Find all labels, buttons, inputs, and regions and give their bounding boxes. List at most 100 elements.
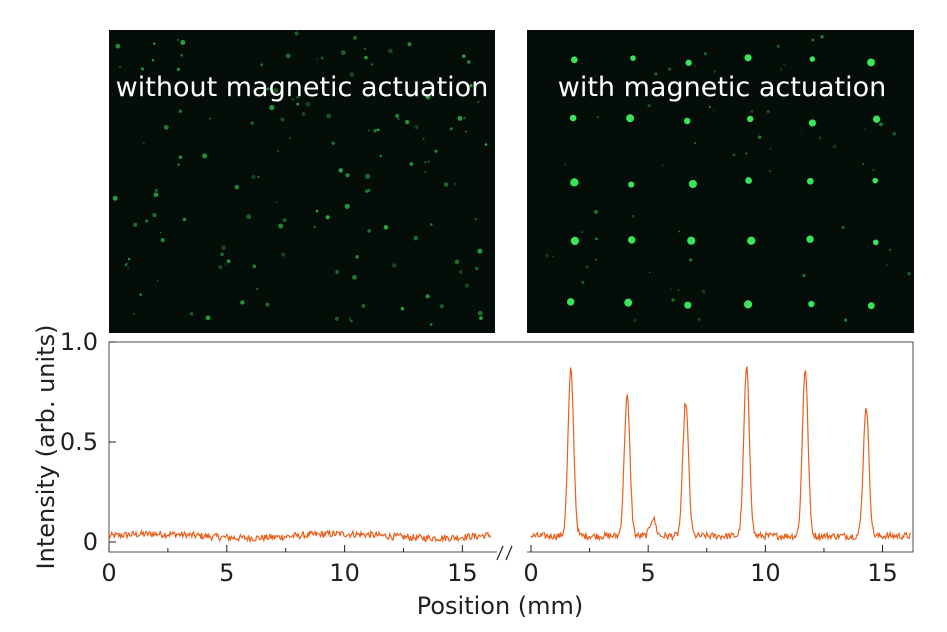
particle (133, 312, 135, 315)
particle (338, 168, 344, 173)
particle (250, 121, 254, 125)
particle (595, 258, 598, 261)
x-tick-label: 15 (867, 559, 898, 587)
particle (832, 144, 837, 149)
aggregated-particle (744, 54, 752, 62)
particle (177, 163, 180, 166)
particle (458, 270, 463, 274)
particle (780, 68, 783, 71)
particle (224, 262, 227, 265)
particle (388, 48, 393, 54)
aggregated-particle (747, 236, 756, 245)
particle (124, 264, 127, 267)
particle (127, 266, 130, 269)
particle (285, 53, 291, 59)
particle (464, 283, 469, 288)
particle (364, 55, 368, 60)
aggregated-particle (685, 59, 692, 66)
particle (391, 263, 397, 268)
particle (889, 248, 892, 251)
particle (802, 273, 806, 278)
particle (363, 47, 367, 50)
particle (370, 63, 373, 66)
aggregated-particle (746, 115, 754, 123)
particle (364, 189, 369, 193)
particle (454, 182, 457, 186)
particle (596, 115, 599, 119)
particle (872, 168, 876, 172)
particle (351, 274, 357, 280)
particle (252, 264, 257, 269)
particle (580, 62, 583, 65)
particle (373, 128, 377, 133)
particle (140, 67, 144, 71)
particle (383, 225, 389, 230)
particle (434, 149, 438, 153)
particle (240, 300, 245, 305)
particle (713, 109, 715, 112)
particle (178, 155, 183, 159)
particle (701, 289, 706, 294)
particle (154, 188, 158, 192)
micrograph-background (109, 30, 495, 333)
particle (750, 109, 754, 113)
particle (251, 174, 256, 180)
x-tick-label: 0 (523, 559, 538, 587)
particle (425, 94, 431, 100)
particle (257, 175, 260, 179)
particle (291, 98, 294, 101)
particle (879, 122, 883, 127)
axis-break-marker (496, 545, 513, 561)
particle (863, 128, 866, 130)
particle (594, 74, 597, 77)
particle (396, 117, 400, 121)
particle (182, 217, 187, 222)
particle (594, 237, 598, 241)
particle (269, 104, 275, 111)
particle (335, 270, 339, 274)
axis-break-gap (497, 548, 527, 556)
y-tick-label: 0 (83, 528, 98, 556)
particle (475, 267, 479, 271)
particle (273, 87, 279, 94)
particle (209, 117, 212, 120)
particle (361, 304, 366, 308)
particle (265, 302, 270, 307)
intensity-trace-segment-1 (108, 528, 492, 544)
aggregated-particle (808, 119, 817, 127)
intensity-traces (108, 366, 912, 544)
particle (139, 293, 142, 296)
aggregated-particle (872, 239, 879, 246)
particle (552, 255, 555, 258)
particle (234, 184, 240, 190)
particle (697, 317, 701, 322)
particle (454, 259, 460, 265)
particle (128, 257, 131, 261)
aggregated-particle (867, 302, 875, 310)
particle (115, 43, 121, 49)
particle (353, 35, 358, 40)
particle (669, 288, 672, 291)
micrograph-background (527, 30, 914, 333)
particle (457, 115, 463, 121)
aggregated-particle (630, 55, 636, 61)
particle (376, 128, 380, 132)
aggregated-particle (806, 177, 814, 185)
particle (176, 67, 180, 71)
aggregated-particle (569, 114, 577, 122)
plot-frame (108, 341, 914, 553)
particle (288, 137, 291, 140)
aggregated-particle (570, 236, 580, 246)
particle (296, 102, 300, 106)
x-axis: 0 5 10 15 0 5 10 15 (101, 545, 898, 587)
x-tick-label: 0 (101, 559, 116, 587)
particle (365, 173, 371, 179)
particle (429, 323, 433, 326)
particle (871, 89, 876, 94)
particle (689, 258, 693, 262)
aggregated-particle (628, 181, 635, 188)
particle (783, 63, 786, 66)
particle (477, 100, 480, 103)
particle (315, 209, 319, 213)
particle (280, 117, 285, 122)
